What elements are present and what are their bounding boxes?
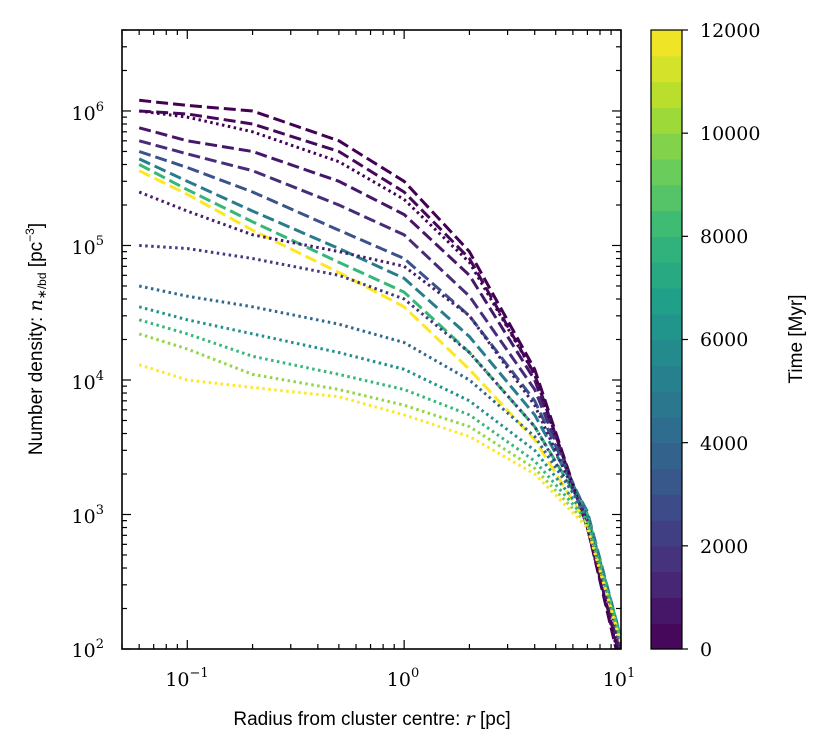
- colorbar-tick-label-6: 12000: [700, 20, 760, 42]
- colorbar-tick-label-5: 10000: [700, 123, 760, 145]
- x-tick-label-2: 101: [603, 666, 635, 691]
- series-line-8: [139, 109, 619, 649]
- colorbar-band-0: [651, 623, 682, 650]
- colorbar-band-21: [651, 81, 682, 108]
- colorbar-band-22: [651, 55, 682, 83]
- series-line-13: [138, 318, 621, 642]
- colorbar-tick-label-1: 2000: [700, 536, 748, 558]
- y-tick-label-4: 106: [72, 100, 104, 125]
- colorbar-band-5: [651, 494, 682, 521]
- colorbar-band-18: [651, 158, 682, 186]
- colorbar-tick-label-0: 0: [700, 639, 712, 661]
- series-line-11: [138, 284, 621, 642]
- colorbar-band-1: [651, 597, 682, 624]
- colorbar-ticks: [682, 29, 688, 650]
- series-line-15: [138, 363, 621, 644]
- x-tick-label-0: 10−1: [165, 666, 208, 691]
- colorbar: [651, 30, 682, 650]
- colorbar-band-23: [651, 30, 682, 57]
- y-tick-label-0: 102: [72, 637, 104, 662]
- y-tick-label-3: 105: [72, 234, 104, 259]
- colorbar-tick-label-4: 8000: [700, 226, 748, 248]
- colorbar-band-20: [651, 107, 682, 134]
- colorbar-band-19: [651, 133, 682, 160]
- colorbar-band-2: [651, 571, 682, 599]
- y-tick-label-2: 104: [72, 369, 104, 394]
- colorbar-band-14: [651, 262, 682, 289]
- series-layer: [138, 98, 621, 649]
- colorbar-band-16: [651, 210, 682, 237]
- colorbar-band-9: [651, 391, 682, 418]
- series-line-10: [139, 244, 621, 644]
- colorbar-band-4: [651, 520, 682, 547]
- colorbar-band-12: [651, 313, 682, 341]
- colorbar-band-10: [651, 365, 682, 392]
- colorbar-band-8: [651, 416, 682, 444]
- series-line-7: [138, 169, 621, 644]
- colorbar-tick-label-3: 6000: [700, 329, 748, 351]
- y-axis-title: Number density: n∗/bd [pc−3]: [23, 223, 49, 455]
- colorbar-tick-label-2: 4000: [700, 433, 748, 455]
- colorbar-title: Time [Myr]: [786, 294, 807, 383]
- plot-area: [122, 30, 621, 649]
- y-tick-label-1: 103: [72, 503, 104, 528]
- series-line-9: [138, 190, 621, 649]
- colorbar-band-11: [651, 339, 682, 366]
- series-line-12: [138, 305, 621, 642]
- colorbar-band-17: [651, 184, 682, 212]
- x-tick-label-1: 100: [387, 666, 419, 691]
- colorbar-band-3: [651, 545, 682, 573]
- x-axis-title: Radius from cluster centre: r [pc]: [233, 708, 510, 730]
- series-line-14: [138, 332, 621, 644]
- colorbar-band-7: [651, 442, 682, 470]
- colorbar-band-6: [651, 468, 682, 495]
- colorbar-band-13: [651, 287, 682, 315]
- tick-layer: [121, 29, 622, 650]
- colorbar-band-15: [651, 236, 682, 263]
